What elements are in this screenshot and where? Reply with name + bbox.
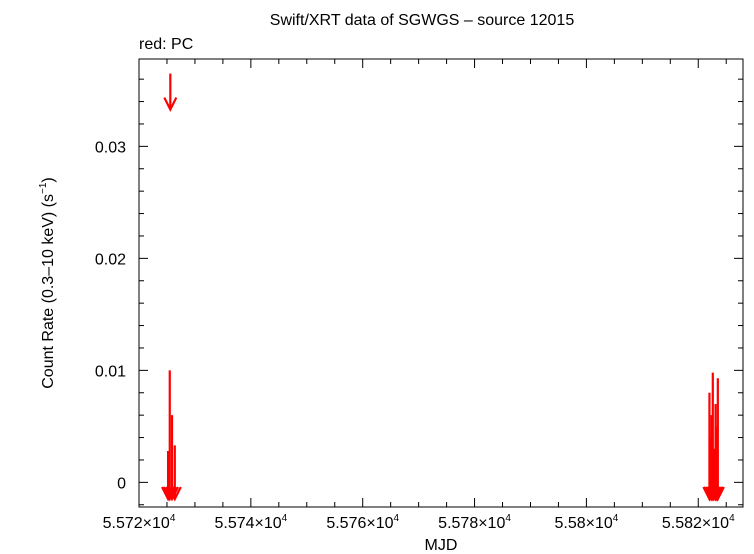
x-tick-label-exponent: 4 <box>170 513 176 524</box>
y-tick-label: 0.03 <box>95 139 126 156</box>
x-tick-label-exponent: 4 <box>505 513 511 524</box>
axis-ticks <box>138 59 743 507</box>
y-tick-labels: 0 0.01 0.02 0.03 <box>95 139 126 492</box>
x-tick-label: 5.574×104 <box>214 513 287 532</box>
arrow-head <box>710 486 725 502</box>
x-tick-label-mantissa: 5.572×10 <box>103 515 170 532</box>
x-tick-label-exponent: 4 <box>394 513 400 524</box>
upper-limit-arrow <box>710 459 725 502</box>
y-axis-label-tail: ) <box>40 177 57 182</box>
y-tick-label: 0 <box>117 475 126 492</box>
x-tick-label-exponent: 4 <box>613 513 619 524</box>
y-axis-label: Count Rate (0.3–10 keV) (s−1) <box>38 177 57 389</box>
upper-limit-arrow <box>167 445 182 502</box>
arrow-head <box>167 486 182 502</box>
data-marks <box>161 73 725 502</box>
x-axis-label: MJD <box>425 537 458 554</box>
upper-limit-arrow <box>161 451 176 502</box>
x-tick-label: 5.582×104 <box>662 513 735 532</box>
x-tick-label-mantissa: 5.574×10 <box>214 515 281 532</box>
x-tick-label: 5.58×104 <box>554 513 618 532</box>
legend-note: red: PC <box>139 36 193 53</box>
x-tick-label-exponent: 4 <box>282 513 288 524</box>
y-axis-label-main: Count Rate (0.3–10 keV) (s <box>40 194 57 389</box>
y-axis-label-sup: −1 <box>38 182 49 194</box>
arrow-head <box>163 97 178 113</box>
y-tick-label: 0.02 <box>95 251 126 268</box>
plot-frame <box>138 58 744 508</box>
x-tick-label: 5.572×104 <box>103 513 176 532</box>
x-tick-label-mantissa: 5.576×10 <box>326 515 393 532</box>
x-tick-label: 5.576×104 <box>326 513 399 532</box>
x-tick-label-mantissa: 5.582×10 <box>662 515 729 532</box>
chart-title: Swift/XRT data of SGWGS – source 12015 <box>270 12 575 29</box>
x-tick-label-mantissa: 5.578×10 <box>438 515 505 532</box>
x-tick-labels: 5.572×104 5.574×104 5.576×104 5.578×104 5.58… <box>103 513 735 532</box>
x-tick-label: 5.578×104 <box>438 513 511 532</box>
x-tick-label-exponent: 4 <box>729 513 735 524</box>
x-tick-label-mantissa: 5.58×10 <box>554 515 612 532</box>
y-tick-label: 0.01 <box>95 363 126 380</box>
upper-limit-arrow <box>163 73 178 113</box>
arrow-head <box>161 486 176 502</box>
